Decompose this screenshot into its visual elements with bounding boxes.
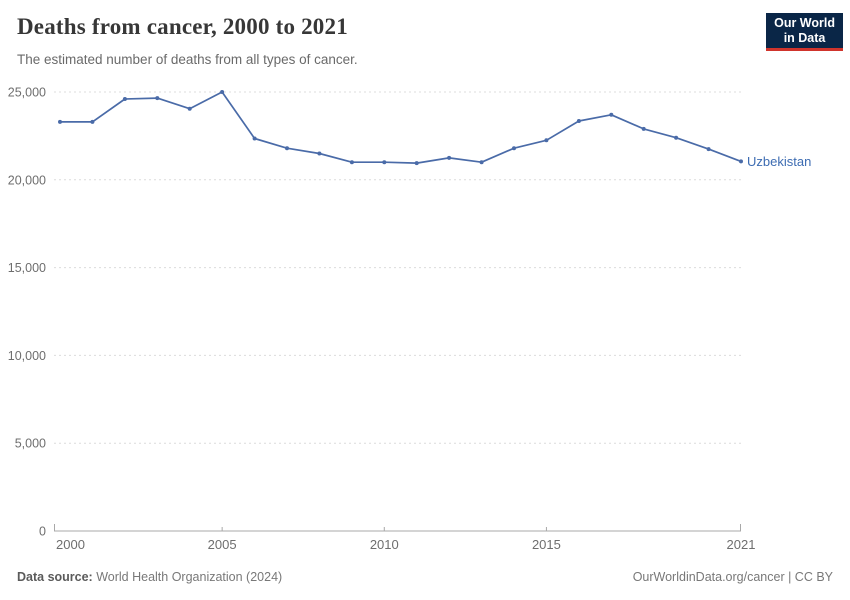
data-point-marker[interactable] [576,119,581,123]
data-point-marker[interactable] [252,136,257,141]
y-tick-label: 15,000 [8,261,46,275]
data-point-marker[interactable] [58,119,62,124]
x-tick-label: 2005 [208,537,237,552]
data-source-value: World Health Organization (2024) [92,570,283,584]
x-tick-label: 2010 [370,537,399,552]
data-point-marker[interactable] [609,112,614,117]
data-source-note: Data source: World Health Organization (… [17,570,282,584]
data-point-marker[interactable] [641,126,646,131]
x-axis-line [54,524,741,532]
data-point-marker[interactable] [349,160,354,165]
data-point-marker[interactable] [479,160,484,165]
data-point-marker[interactable] [187,106,192,111]
data-point-marker[interactable] [382,160,387,165]
x-tick-label: 2015 [532,537,561,552]
data-point-marker[interactable] [122,97,127,101]
data-point-marker[interactable] [220,90,225,94]
data-source-label: Data source: [17,570,93,584]
y-tick-label: 25,000 [8,86,46,100]
chart-subtitle: The estimated number of deaths from all … [17,52,358,67]
data-point-marker[interactable] [739,159,743,164]
y-tick-label: 5,000 [15,437,46,451]
data-point-marker[interactable] [317,151,322,156]
series-line[interactable] [59,91,742,164]
data-point-marker[interactable] [674,135,679,140]
x-tick-label: 2021 [727,537,756,552]
data-point-marker[interactable] [414,161,419,166]
data-point-marker[interactable] [155,96,160,101]
data-point-marker[interactable] [544,138,549,143]
owid-logo[interactable]: Our World in Data [766,13,843,51]
credit-link[interactable]: OurWorldinData.org/cancer | CC BY [632,570,833,584]
owid-logo-line1: Our World [774,16,835,30]
data-point-marker[interactable] [285,146,289,151]
x-tick-label: 2000 [56,537,85,552]
data-point-marker[interactable] [447,155,452,160]
data-point-marker[interactable] [90,119,95,124]
y-tick-label: 10,000 [8,349,46,363]
owid-logo-line2: in Data [783,31,826,45]
y-tick-label: 0 [39,525,46,539]
chart-title: Deaths from cancer, 2000 to 2021 [17,14,348,39]
series-end-label[interactable]: Uzbekistan [747,154,811,169]
data-point-marker[interactable] [512,146,516,151]
y-tick-label: 20,000 [8,173,46,187]
data-point-marker[interactable] [706,147,711,152]
